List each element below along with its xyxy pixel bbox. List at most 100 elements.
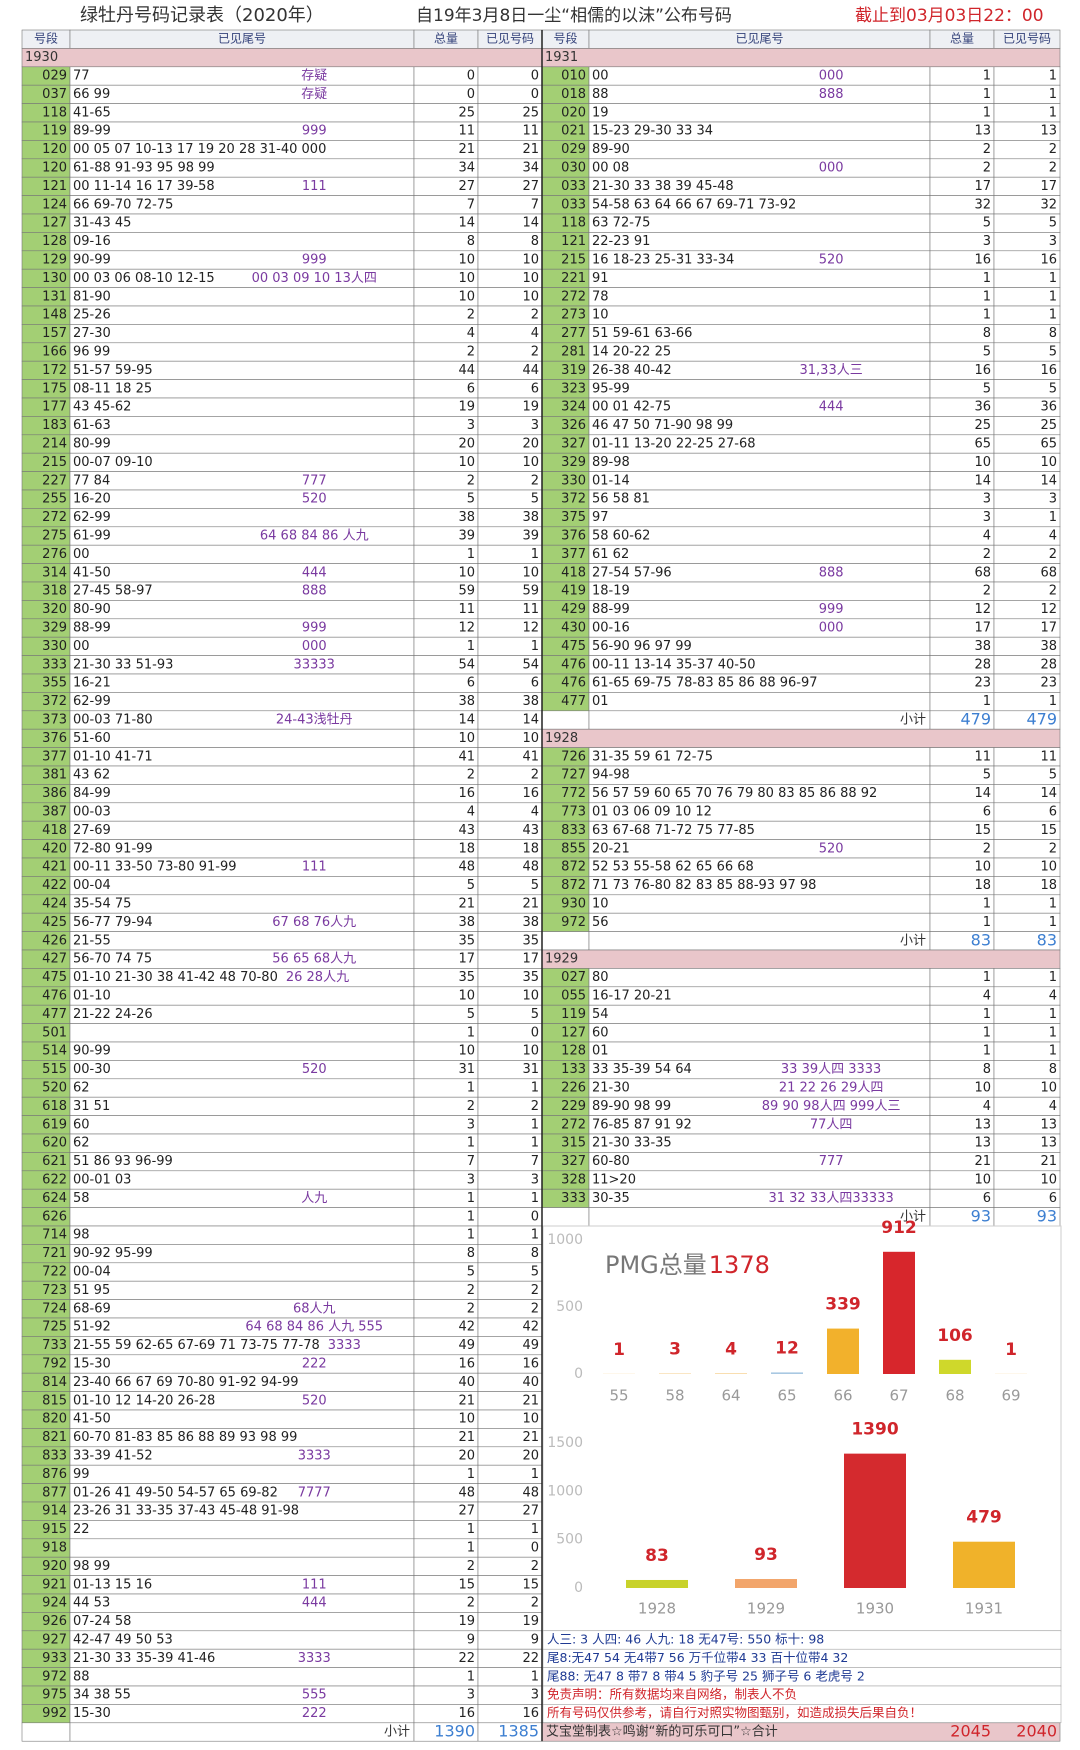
seen-count: 19 [522, 1614, 539, 1629]
note: 存疑 [301, 86, 327, 102]
total: 5 [983, 345, 991, 360]
seen-tails: 66 99 [73, 87, 110, 102]
year-row [541, 48, 1061, 68]
total: 10 [974, 1081, 991, 1096]
sheet-subtitle: 自19年3月8日一尘“相儒的以沫”公布号码 [416, 6, 732, 26]
seen-count: 21 [522, 1430, 539, 1445]
grand-seen: 2040 [1016, 1722, 1057, 1741]
total: 40 [458, 1375, 475, 1390]
segment: 855 [561, 841, 586, 856]
cell [588, 1152, 931, 1172]
cell [541, 1207, 590, 1227]
seen-tails: 54-58 63 64 66 67 69-71 73-92 [592, 197, 796, 212]
segment: 029 [561, 142, 586, 157]
value-label: 12 [775, 1338, 799, 1358]
segment: 476 [561, 657, 586, 672]
seen-count: 38 [522, 510, 539, 525]
subtotal-total: 93 [971, 1206, 991, 1225]
seen-tails: 56 [592, 915, 609, 930]
note: 520 [302, 492, 327, 507]
total: 2 [467, 1301, 475, 1316]
seen-tails: 98 [73, 1228, 90, 1243]
seen-count: 1 [531, 1081, 539, 1096]
seen-count: 38 [522, 915, 539, 930]
segment: 520 [42, 1081, 67, 1096]
total: 1 [467, 1025, 475, 1040]
seen-count: 6 [531, 676, 539, 691]
seen-tails: 21-30 33 51-93 [73, 657, 173, 672]
cell [588, 305, 931, 325]
cell [69, 434, 415, 454]
seen-count: 16 [1040, 253, 1057, 268]
seen-count: 43 [522, 823, 539, 838]
seen-count: 11 [522, 602, 539, 617]
cell [69, 1133, 415, 1153]
cell [69, 471, 415, 491]
seen-tails: 26-38 40-42 [592, 363, 672, 378]
year-label: 1931 [545, 50, 578, 65]
cell [588, 452, 931, 472]
segment: 320 [42, 602, 67, 617]
seen-tails: 30-35 [592, 1191, 630, 1206]
seen-count: 13 [1040, 1117, 1057, 1132]
seen-count: 3 [531, 1688, 539, 1703]
segment: 972 [42, 1669, 67, 1684]
total: 1 [467, 1541, 475, 1556]
seen-tails: 41-50 [73, 565, 111, 580]
seen-count: 2 [531, 1099, 539, 1114]
cell [588, 268, 931, 288]
segment: 214 [42, 437, 67, 452]
seen-tails: 01 [592, 1044, 609, 1059]
total: 14 [974, 786, 991, 801]
seen-count: 34 [522, 161, 539, 176]
seen-count: 10 [522, 731, 539, 746]
subtotal-seen: 1385 [498, 1722, 539, 1741]
total: 54 [458, 657, 475, 672]
seen-tails: 00 [73, 639, 90, 654]
seen-count: 3 [531, 1173, 539, 1188]
cell [69, 1041, 415, 1061]
seen-tails: 15-30 [73, 1357, 111, 1372]
total: 1 [983, 289, 991, 304]
cell [588, 618, 931, 638]
cell [588, 600, 931, 620]
note: 444 [302, 1596, 327, 1611]
seen-tails: 62-99 [73, 510, 111, 525]
seen-count: 10 [1040, 860, 1057, 875]
seen-tails: 60-70 81-83 85 86 88 89 93 98 99 [73, 1430, 297, 1445]
total: 27 [458, 179, 475, 194]
total: 13 [974, 1117, 991, 1132]
cell [69, 1207, 415, 1227]
seen-count: 0 [531, 1209, 539, 1224]
seen-count: 17 [1040, 179, 1057, 194]
cell [69, 600, 415, 620]
note: 31,33人三 [800, 363, 863, 378]
total: 2 [983, 584, 991, 599]
total: 8 [983, 1062, 991, 1077]
seen-count: 12 [522, 621, 539, 636]
seen-tails: 88 [592, 87, 609, 102]
seen-tails: 01-10 [73, 989, 111, 1004]
seen-count: 10 [1040, 455, 1057, 470]
seen-tails: 16-20 [73, 492, 111, 507]
seen-count: 1 [1049, 897, 1057, 912]
total: 3 [983, 510, 991, 525]
cell [69, 1704, 415, 1724]
cell [69, 305, 415, 325]
total: 25 [974, 418, 991, 433]
total: 10 [458, 289, 475, 304]
note: 67 68 76人九 [272, 915, 356, 930]
seen-tails: 42-47 49 50 53 [73, 1633, 173, 1648]
seen-count: 36 [1040, 400, 1057, 415]
cell [69, 287, 415, 307]
total: 2 [983, 547, 991, 562]
seen-count: 10 [522, 253, 539, 268]
seen-tails: 19 [592, 105, 609, 120]
segment: 121 [561, 234, 586, 249]
total: 17 [974, 179, 991, 194]
cell [69, 1722, 415, 1742]
seen-count: 2 [531, 1596, 539, 1611]
seen-tails: 07-24 58 [73, 1614, 131, 1629]
seen-tails: 01-26 41 49-50 54-57 65 69-82 [73, 1485, 278, 1500]
